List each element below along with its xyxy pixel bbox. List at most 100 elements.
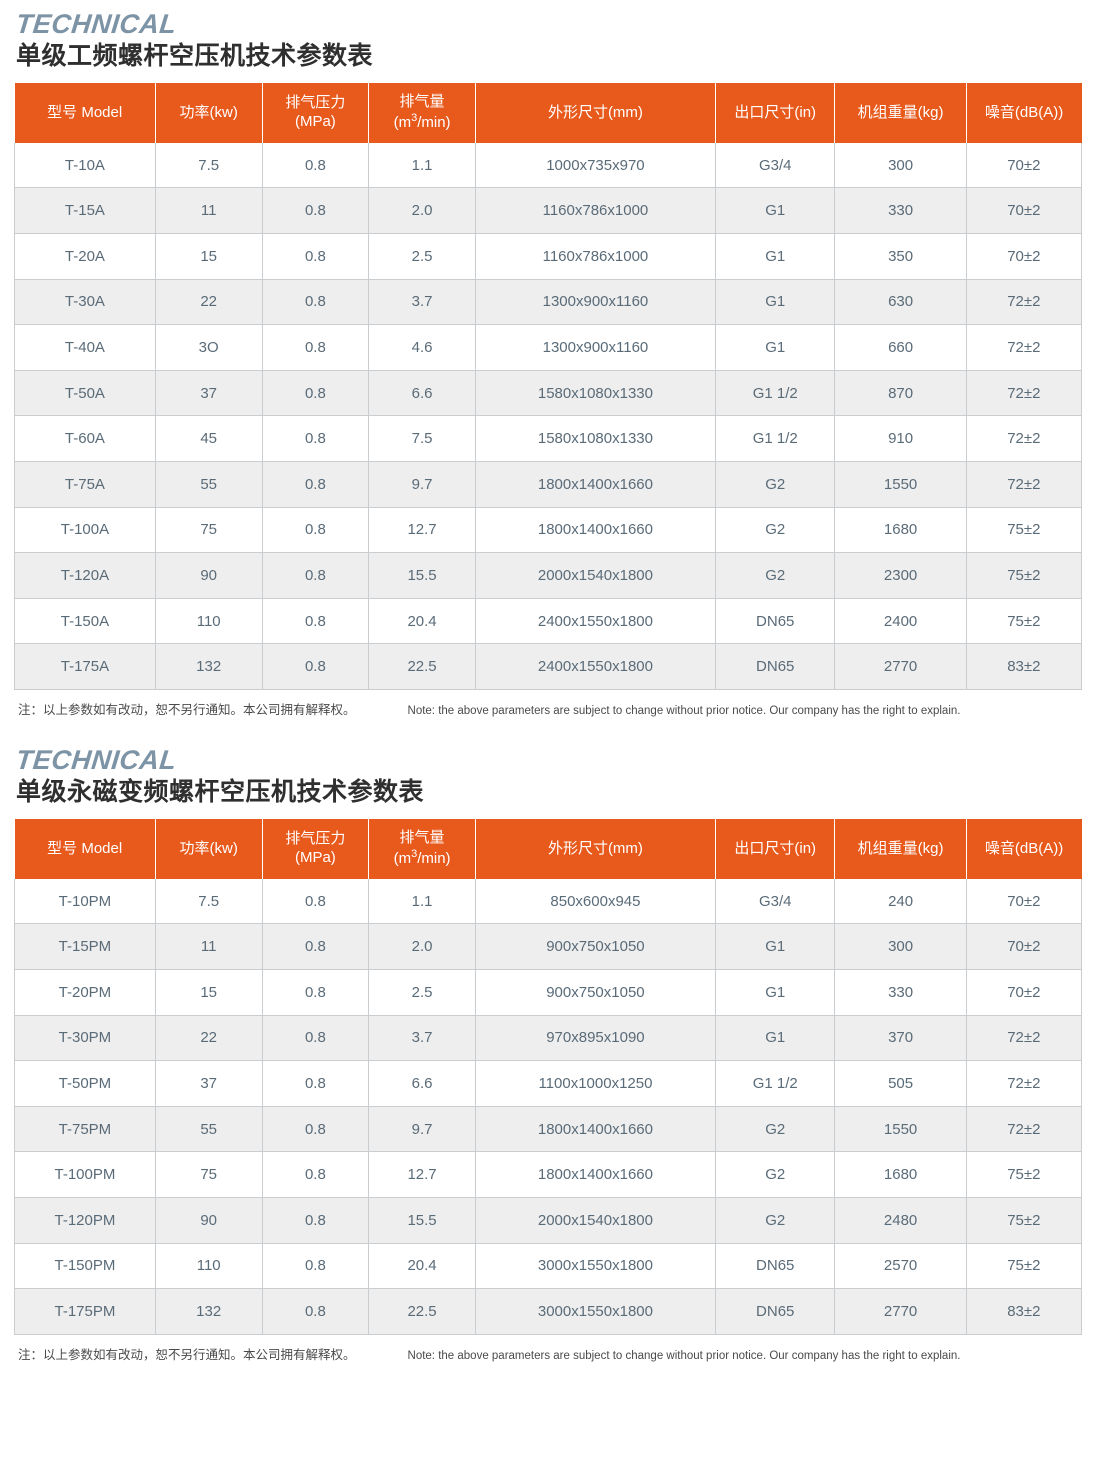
- table-header: 型号 Model 功率(kw) 排气压力 (MPa) 排气量 (m3/min) …: [14, 83, 1082, 143]
- cell-weight: 870: [834, 370, 967, 417]
- table-row: T-60A 45 0.8 7.5 1580x1080x1330 G1 1/2 910 72±2: [14, 415, 1083, 462]
- cell-flow: 9.7: [368, 1106, 476, 1153]
- cell-dimensions: 1800x1400x1660: [475, 507, 716, 554]
- column-header-flow: 排气量 (m3/min): [368, 83, 476, 143]
- cell-noise: 70±2: [966, 923, 1083, 970]
- cell-flow: 7.5: [368, 415, 476, 462]
- column-header-dimensions: 外形尺寸(mm): [475, 83, 716, 143]
- pressure-label-line2: (MPa): [294, 113, 336, 131]
- table-body: T-10PM 7.5 0.8 1.1 850x600x945 G3/4 240 70±2 T-1…: [14, 878, 1083, 1335]
- flow-unit-suffix: /min): [417, 850, 451, 868]
- cell-outlet: DN65: [715, 643, 836, 690]
- header-row: 型号 Model 功率(kw) 排气压力 (MPa) 排气量 (m3/min) …: [14, 83, 1082, 143]
- cell-flow: 20.4: [368, 1243, 476, 1290]
- cell-weight: 1680: [834, 507, 967, 554]
- cell-pressure: 0.8: [262, 923, 370, 970]
- cell-dimensions: 1580x1080x1330: [475, 415, 716, 462]
- cell-outlet: G1: [715, 324, 836, 371]
- cell-pressure: 0.8: [262, 878, 370, 925]
- header-row: 型号 Model 功率(kw) 排气压力 (MPa) 排气量 (m3/min) …: [14, 819, 1082, 879]
- section-eyebrow: TECHNICAL: [14, 744, 179, 775]
- column-header-pressure: 排气压力 (MPa): [262, 83, 370, 143]
- flow-label-line1: 排气量: [399, 829, 445, 847]
- pressure-label-line2: (MPa): [294, 849, 336, 867]
- cell-dimensions: 850x600x945: [475, 878, 716, 925]
- cell-weight: 300: [834, 142, 967, 189]
- cell-weight: 660: [834, 324, 967, 371]
- cell-outlet: G1: [715, 279, 836, 326]
- table-row: T-40A 3O 0.8 4.6 1300x900x1160 G1 660 72±2: [14, 324, 1083, 371]
- cell-power: 90: [155, 1197, 263, 1244]
- section-title: 单级永磁变频螺杆空压机技术参数表: [16, 778, 425, 807]
- table-row: T-100A 75 0.8 12.7 1800x1400x1660 G2 1680 75±2: [14, 507, 1083, 554]
- spec-table: 型号 Model 功率(kw) 排气压力 (MPa) 排气量 (m3/min) …: [14, 819, 1083, 1335]
- cell-model: T-50PM: [14, 1060, 156, 1107]
- cell-noise: 75±2: [966, 1197, 1083, 1244]
- table-row: T-150A 110 0.8 20.4 2400x1550x1800 DN65 2400 75…: [14, 598, 1083, 645]
- table-row: T-50A 37 0.8 6.6 1580x1080x1330 G1 1/2 870 72±2: [14, 370, 1083, 417]
- flow-label-line1: 排气量: [399, 93, 445, 111]
- cell-weight: 2400: [834, 598, 967, 645]
- column-header-pressure: 排气压力 (MPa): [262, 819, 370, 879]
- cell-weight: 630: [834, 279, 967, 326]
- cell-pressure: 0.8: [262, 643, 370, 690]
- cell-power: 132: [155, 643, 263, 690]
- cell-pressure: 0.8: [262, 969, 370, 1016]
- cell-pressure: 0.8: [262, 598, 370, 645]
- cell-flow: 3.7: [368, 1015, 476, 1062]
- footnote-chinese: 注：以上参数如有改动，恕不另行通知。本公司拥有解释权。: [18, 702, 356, 717]
- cell-noise: 72±2: [966, 1106, 1083, 1153]
- cell-model: T-30A: [14, 279, 156, 326]
- flow-unit-superscript: 3: [411, 848, 418, 861]
- column-header-outlet: 出口尺寸(in): [715, 819, 836, 879]
- table-row: T-15A 11 0.8 2.0 1160x786x1000 G1 330 70±2: [14, 187, 1083, 235]
- column-header-weight: 机组重量(kg): [834, 819, 967, 879]
- pressure-label-line1: 排气压力: [285, 94, 346, 112]
- cell-noise: 83±2: [966, 1288, 1083, 1335]
- cell-model: T-60A: [14, 415, 156, 462]
- table-row: T-50PM 37 0.8 6.6 1100x1000x1250 G1 1/2 505 72±…: [14, 1060, 1083, 1107]
- cell-weight: 350: [834, 233, 967, 280]
- cell-outlet: G1: [715, 969, 836, 1016]
- cell-model: T-20PM: [14, 969, 156, 1016]
- flow-unit-superscript: 3: [411, 112, 418, 125]
- cell-model: T-40A: [14, 324, 156, 371]
- cell-pressure: 0.8: [262, 279, 370, 326]
- table-body: T-10A 7.5 0.8 1.1 1000x735x970 G3/4 300 70±2 T-1…: [14, 142, 1083, 690]
- cell-power: 132: [155, 1288, 263, 1335]
- cell-flow: 9.7: [368, 461, 476, 508]
- cell-pressure: 0.8: [262, 1060, 370, 1107]
- cell-pressure: 0.8: [262, 1015, 370, 1062]
- cell-weight: 2570: [834, 1243, 967, 1290]
- cell-flow: 2.0: [368, 187, 476, 235]
- section-eyebrow: TECHNICAL: [14, 9, 179, 39]
- cell-noise: 75±2: [966, 507, 1083, 554]
- cell-flow: 12.7: [368, 1151, 476, 1198]
- table-footnote: 注：以上参数如有改动，恕不另行通知。本公司拥有解释权。 Note: the ab…: [14, 1344, 1082, 1363]
- cell-power: 15: [155, 969, 263, 1016]
- column-header-noise: 噪音(dB(A)): [966, 819, 1082, 879]
- cell-power: 110: [155, 598, 263, 645]
- cell-noise: 83±2: [966, 643, 1083, 690]
- table-row: T-10PM 7.5 0.8 1.1 850x600x945 G3/4 240 70±2: [14, 878, 1083, 925]
- table-row: T-175PM 132 0.8 22.5 3000x1550x1800 DN65 2770 8…: [14, 1288, 1083, 1335]
- cell-model: T-175A: [14, 643, 156, 690]
- cell-flow: 20.4: [368, 598, 476, 645]
- cell-power: 55: [155, 1106, 263, 1153]
- section-title: 单级工频螺杆空压机技术参数表: [16, 42, 374, 71]
- column-header-power: 功率(kw): [155, 83, 263, 143]
- cell-power: 110: [155, 1243, 263, 1290]
- cell-flow: 22.5: [368, 643, 476, 690]
- cell-dimensions: 1800x1400x1660: [475, 461, 716, 508]
- cell-dimensions: 1000x735x970: [475, 142, 716, 189]
- cell-outlet: G1: [715, 233, 836, 280]
- cell-model: T-150PM: [14, 1243, 156, 1290]
- cell-model: T-10PM: [14, 878, 156, 925]
- pressure-label-line1: 排气压力: [285, 830, 346, 848]
- column-header-model: 型号 Model: [14, 819, 156, 879]
- table-row: T-100PM 75 0.8 12.7 1800x1400x1660 G2 1680 75±2: [14, 1151, 1083, 1198]
- cell-flow: 22.5: [368, 1288, 476, 1335]
- cell-dimensions: 900x750x1050: [475, 923, 716, 970]
- cell-model: T-15PM: [14, 923, 156, 970]
- table-row: T-10A 7.5 0.8 1.1 1000x735x970 G3/4 300 70±2: [14, 142, 1083, 189]
